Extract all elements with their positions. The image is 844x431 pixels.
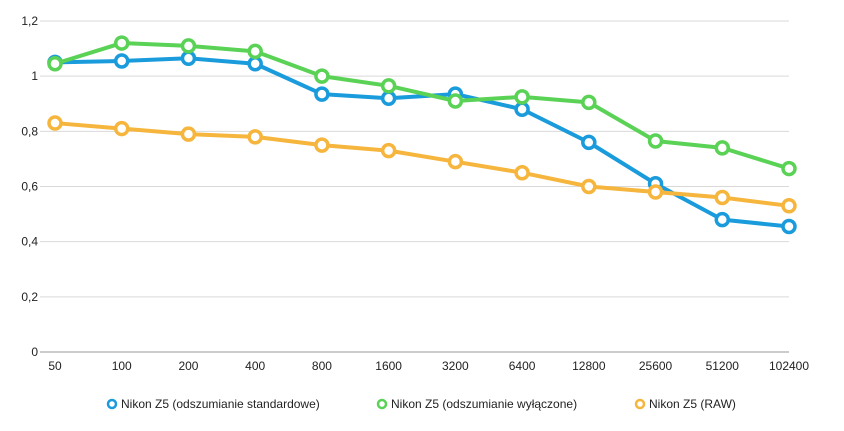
data-point [581, 94, 597, 111]
legend-label: Nikon Z5 (RAW) [649, 397, 736, 411]
data-point [247, 43, 263, 60]
x-tick-label: 1600 [375, 359, 402, 373]
data-point [647, 184, 664, 200]
data-point [514, 89, 530, 105]
series-line [53, 41, 791, 171]
y-tick-label: 0 [31, 345, 38, 359]
data-point [380, 90, 397, 106]
data-point [714, 189, 731, 206]
series-2 [47, 35, 797, 177]
x-tick-label: 200 [178, 359, 198, 373]
y-tick-label: 0,4 [21, 235, 38, 249]
legend: Nikon Z5 (odszumianie standardowe) Nikon … [106, 397, 736, 411]
x-tick-label: 800 [312, 359, 332, 373]
data-point [581, 178, 597, 195]
data-point [781, 198, 797, 214]
data-point [380, 142, 397, 159]
legend-marker [376, 398, 388, 410]
legend-marker [634, 398, 646, 410]
data-point [314, 137, 330, 153]
x-tick-label: 25600 [639, 359, 673, 373]
data-point [514, 101, 530, 118]
x-tick-label: 100 [112, 359, 132, 373]
data-point [113, 53, 130, 69]
gridlines [40, 20, 789, 353]
data-point [714, 140, 731, 156]
x-axis-ticks: 50 100 200 400 800 1600 3200 6400 12800 25600 5120… [48, 359, 809, 373]
data-point [47, 56, 63, 72]
data-point [180, 50, 197, 66]
y-tick-label: 0,2 [21, 290, 38, 304]
data-point [314, 68, 330, 84]
data-point [113, 35, 130, 51]
x-tick-label: 12800 [572, 359, 606, 373]
x-tick-label: 51200 [706, 359, 740, 373]
data-point [781, 160, 797, 177]
data-point [314, 86, 330, 102]
legend-marker [106, 398, 118, 410]
series-line [53, 56, 791, 229]
x-tick-label: 3200 [442, 359, 469, 373]
data-point [113, 120, 130, 137]
x-tick-label: 102400 [769, 359, 809, 373]
y-axis-ticks: 0 0,2 0,4 0,6 0,8 1 1,2 [21, 14, 38, 359]
x-tick-label: 6400 [509, 359, 536, 373]
data-point [647, 133, 664, 149]
x-tick-label: 50 [48, 359, 62, 373]
y-tick-label: 0,8 [21, 124, 38, 138]
data-point [514, 164, 530, 181]
data-point [447, 153, 464, 170]
series-group [47, 35, 797, 235]
data-point [247, 129, 263, 145]
data-point [380, 78, 397, 94]
y-tick-label: 1 [31, 69, 38, 83]
legend-item: Nikon Z5 (RAW) [634, 397, 736, 411]
data-point [781, 218, 797, 235]
data-point [247, 56, 263, 72]
data-point [447, 93, 464, 109]
data-point [581, 134, 597, 151]
legend-label: Nikon Z5 (odszumianie standardowe) [121, 397, 320, 411]
legend-item: Nikon Z5 (odszumianie wyłączone) [376, 397, 577, 411]
legend-item: Nikon Z5 (odszumianie standardowe) [106, 397, 320, 411]
series-3 [47, 115, 797, 214]
y-tick-label: 1,2 [21, 14, 38, 28]
data-point [714, 211, 731, 228]
x-tick-label: 400 [245, 359, 265, 373]
data-point [180, 126, 197, 142]
legend-label: Nikon Z5 (odszumianie wyłączone) [391, 397, 577, 411]
y-tick-label: 0,6 [21, 180, 38, 194]
series-line [53, 121, 791, 208]
data-point [180, 38, 197, 54]
data-point [47, 115, 63, 131]
